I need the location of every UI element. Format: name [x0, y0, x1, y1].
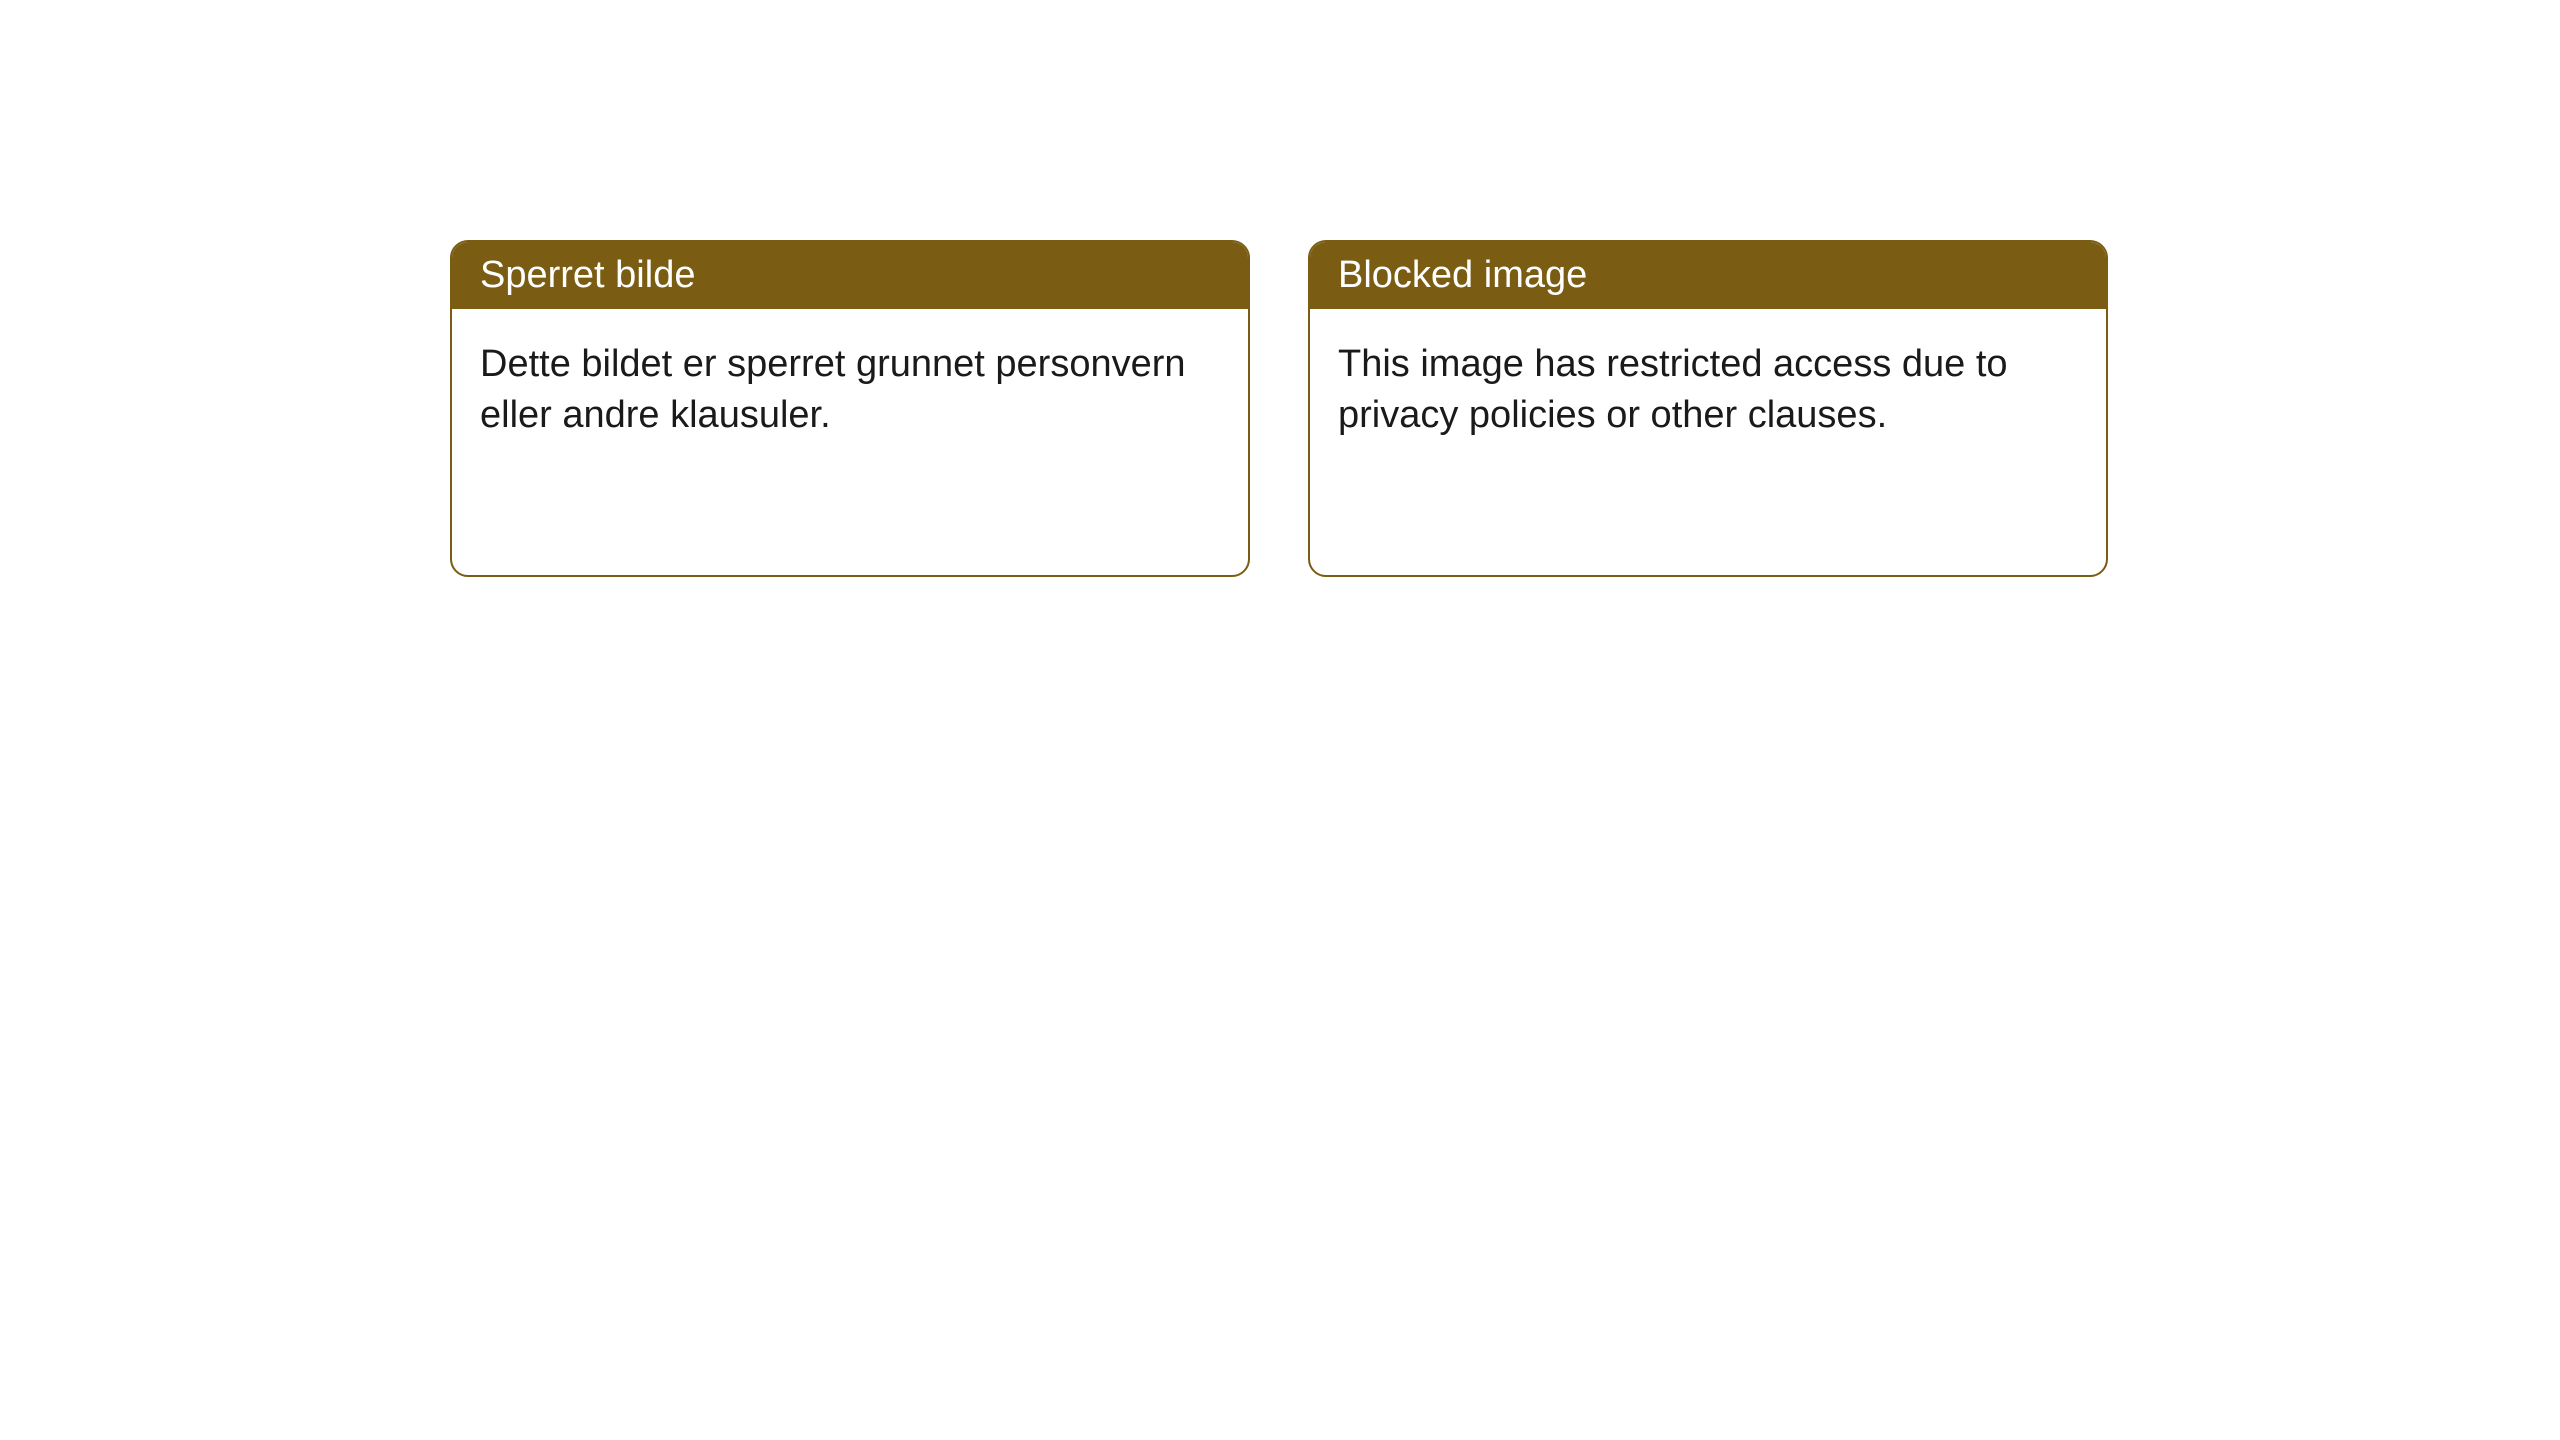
notice-body-norwegian: Dette bildet er sperret grunnet personve…: [452, 309, 1248, 472]
notice-header-norwegian: Sperret bilde: [452, 242, 1248, 309]
notice-container: Sperret bilde Dette bildet er sperret gr…: [450, 240, 2108, 577]
notice-box-norwegian: Sperret bilde Dette bildet er sperret gr…: [450, 240, 1250, 577]
notice-body-english: This image has restricted access due to …: [1310, 309, 2106, 472]
notice-header-english: Blocked image: [1310, 242, 2106, 309]
notice-box-english: Blocked image This image has restricted …: [1308, 240, 2108, 577]
